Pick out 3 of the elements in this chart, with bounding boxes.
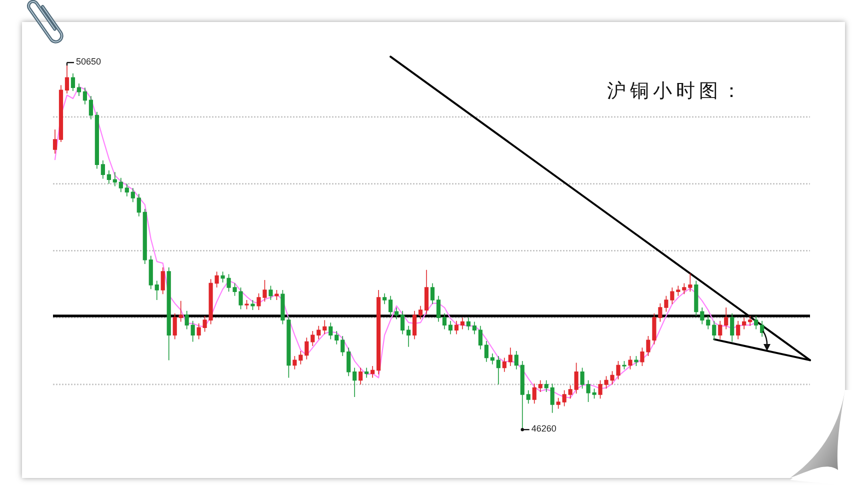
text: 沪铜小时图： <box>607 80 745 102</box>
annotation: 46260 <box>531 424 556 434</box>
annotation: 50650 <box>76 56 102 67</box>
